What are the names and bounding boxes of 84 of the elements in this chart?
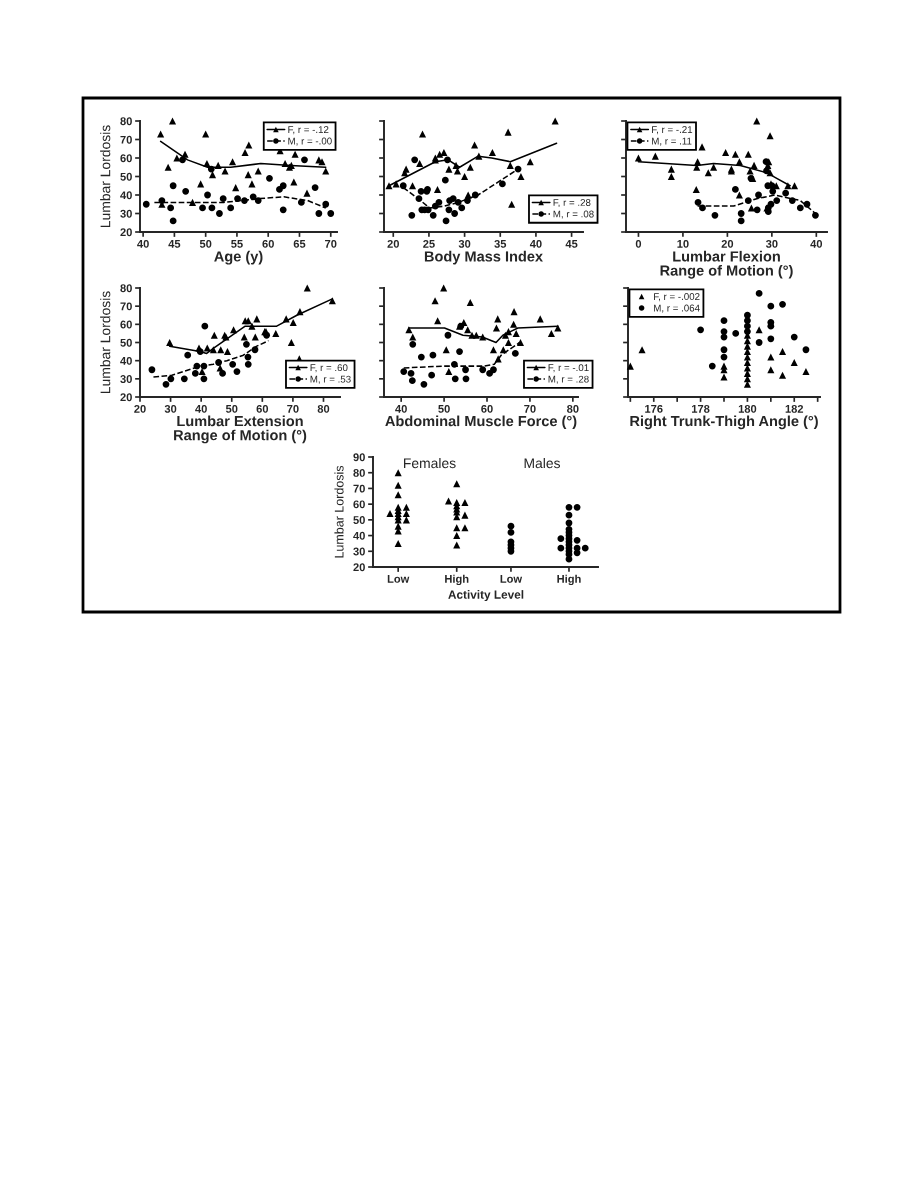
x-tick-label: 50 — [438, 404, 450, 413]
x-axis-title: Body Mass Index — [424, 250, 543, 265]
y-tick-label: 80 — [353, 468, 365, 477]
legend-label: F, r = .60 — [310, 364, 348, 373]
y-axis-title: Lumbar Lordosis — [334, 465, 344, 558]
x-tick-label: 0 — [635, 239, 642, 248]
x-tick-label: 45 — [168, 240, 181, 248]
x-tick-label: 40 — [395, 404, 407, 413]
x-axis-title: Age (y) — [214, 250, 263, 265]
y-tick-label: 40 — [353, 531, 365, 540]
legend-label: M, r = .08 — [553, 210, 594, 219]
y-tick-label: 40 — [120, 191, 132, 200]
y-tick-label: 40 — [120, 356, 132, 365]
y-tick-label: 50 — [120, 172, 132, 181]
x-tick-label: 176 — [645, 404, 663, 413]
y-tick-label: 80 — [120, 284, 132, 293]
y-tick-label: 60 — [120, 154, 132, 163]
x-tick-label: 25 — [423, 239, 435, 248]
x-tick-label: 60 — [256, 404, 269, 413]
x-tick-label: 30 — [458, 239, 471, 248]
legend-label: M, r = -.00 — [288, 137, 332, 146]
x-tick-label: 40 — [137, 239, 149, 248]
x-tick-label: 70 — [524, 404, 536, 413]
x-tick-label: 20 — [387, 239, 399, 248]
legend-label: F, r = -.12 — [288, 126, 329, 135]
y-tick-label: 30 — [120, 209, 132, 218]
x-tick-label: 45 — [565, 240, 578, 248]
x-tick-label: 182 — [785, 404, 804, 413]
x-tick-label: 180 — [738, 404, 757, 413]
y-tick-label: 20 — [120, 393, 132, 402]
y-tick-label: 30 — [353, 547, 365, 556]
x-tick-label: 65 — [293, 239, 306, 248]
x-tick-label: 20 — [134, 404, 146, 413]
x-tick-label: 60 — [481, 404, 493, 413]
x-tick-label: High — [557, 574, 581, 586]
y-tick-label: 60 — [120, 320, 132, 329]
x-tick-label: High — [445, 574, 469, 586]
legend-label: F, r = -.002 — [654, 293, 700, 302]
x-tick-label: 55 — [231, 240, 243, 248]
legend-label: M, r = .53 — [310, 375, 351, 384]
x-tick-label: 80 — [567, 404, 579, 413]
x-axis-title: Lumbar Flexion Range of Motion (°) — [660, 250, 793, 279]
legend-label: M, r = .064 — [654, 304, 700, 313]
y-tick-label: 60 — [353, 500, 365, 509]
x-tick-label: Low — [387, 575, 410, 583]
y-tick-label: 20 — [353, 563, 365, 572]
x-tick-label: 80 — [317, 404, 330, 413]
x-tick-label: 30 — [765, 239, 778, 248]
legend-label: M, r = .28 — [548, 375, 589, 384]
x-tick-label: 35 — [494, 239, 507, 248]
x-axis-title: Abdominal Muscle Force (°) — [385, 415, 577, 430]
x-tick-label: 40 — [529, 239, 542, 248]
x-tick-label: Low — [500, 575, 523, 583]
y-tick-label: 20 — [120, 228, 132, 237]
x-axis-title: Activity Level — [448, 590, 524, 602]
y-tick-label: 70 — [120, 135, 132, 144]
y-tick-label: 70 — [120, 302, 132, 311]
x-tick-label: 70 — [287, 404, 299, 413]
legend-label: F, r = -.01 — [548, 364, 589, 373]
y-axis-title: Lumbar Lordosis — [100, 291, 111, 394]
x-tick-label: 30 — [164, 404, 177, 413]
x-tick-label: 40 — [810, 239, 823, 248]
x-tick-label: 10 — [677, 239, 689, 248]
y-tick-label: 90 — [353, 453, 365, 462]
y-tick-label: 70 — [353, 484, 365, 493]
x-tick-label: 50 — [225, 404, 238, 413]
x-axis-title: Right Trunk-Thigh Angle (°) — [630, 415, 818, 430]
chart-title: Males — [524, 457, 561, 469]
y-tick-label: 50 — [353, 516, 365, 524]
legend-label: F, r = -.21 — [652, 126, 693, 135]
x-tick-label: 60 — [262, 239, 274, 248]
legend-label: M, r = .11 — [652, 137, 692, 146]
y-tick-label: 80 — [120, 117, 132, 126]
x-tick-label: 20 — [721, 239, 734, 248]
x-tick-label: 40 — [195, 404, 207, 413]
x-tick-label: 178 — [692, 404, 710, 413]
y-tick-label: 50 — [120, 338, 132, 347]
x-tick-label: 70 — [325, 239, 337, 248]
x-tick-label: 50 — [199, 239, 212, 248]
y-axis-title: Lumbar Lordosis — [100, 125, 111, 228]
y-tick-label: 30 — [120, 375, 132, 383]
legend-label: F, r = .28 — [553, 199, 591, 208]
chart-title: Females — [404, 457, 456, 469]
x-axis-title: Lumbar Extension Range of Motion (°) — [174, 415, 307, 444]
